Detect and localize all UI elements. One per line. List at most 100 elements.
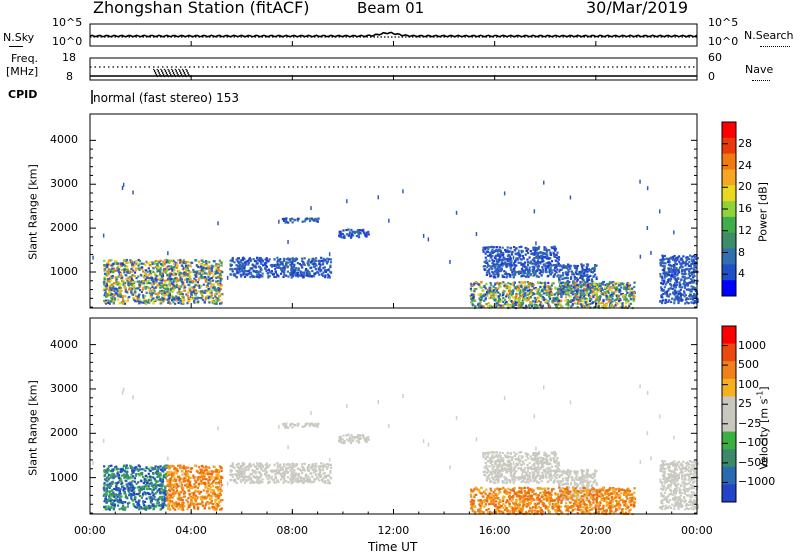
power-cell [326,257,329,260]
power-cell [562,293,565,296]
power-cell [526,268,529,271]
power-cell [161,273,164,276]
power-cell [579,291,582,294]
power-cell [184,268,187,271]
power-cell [505,276,508,279]
velocity-cell [163,495,166,498]
power-cell [220,261,223,264]
power-cell [292,268,295,271]
power-cell [595,291,598,294]
velocity-cell [217,501,220,504]
power-cell [680,262,683,265]
power-cell [560,289,563,292]
power-cell [584,288,587,291]
power-cell [502,294,505,297]
power-cell [144,286,147,289]
power-cell [129,275,132,278]
power-cell [314,268,317,271]
velocity-cell [194,476,197,479]
power-cell [494,294,498,297]
power-cell [353,232,356,235]
power-cell [283,271,286,274]
power-cell [113,298,116,301]
velocity-cell [189,501,192,504]
velocity-cell [126,474,129,477]
power-cell [352,234,355,237]
power-cell [495,259,498,262]
power-cell [135,294,138,297]
power-cell [235,258,238,261]
power-cell [690,272,693,275]
power-cell [249,260,252,263]
power-cell [667,259,671,262]
freq-scatter-marks [152,68,191,78]
power-cell [583,287,586,290]
power-cell [261,275,264,278]
power-cell [549,262,552,265]
power-cell [172,288,176,292]
power-cell [545,286,549,289]
power-cell [543,288,547,291]
power-cell [103,278,106,281]
power-cell [680,297,683,300]
power-cell [302,272,306,275]
velocity-cell [221,498,224,502]
velocity-cell [111,498,114,501]
power-cell [672,258,675,261]
velocity-cell [196,496,199,499]
velocity-cell [180,508,183,511]
velocity-cell [192,503,195,507]
power-cell [659,264,662,267]
power-cell [504,250,507,253]
power-cell [623,297,626,300]
power-cell [140,283,143,286]
power-cell [205,277,208,280]
power-cell [693,300,696,303]
power-cell [196,281,199,284]
power-cell [199,263,202,266]
power-cell [269,264,272,267]
power-cell [146,270,149,273]
power-cell [515,247,518,250]
power-cell [177,301,180,304]
power-cell [133,261,136,264]
power-cell [561,265,564,268]
power-cell [683,280,686,284]
power-cell [630,291,634,294]
velocity-cell [103,475,106,478]
power-cell [157,298,160,301]
power-cell [527,248,530,251]
power-cell [499,293,502,296]
power-cell [584,302,587,305]
power-cell [185,266,188,269]
power-cell [313,260,316,263]
power-cell [546,253,549,256]
power-cell [561,284,564,287]
nsky-trace [89,31,698,38]
velocity-cell [142,481,145,485]
power-cell [289,260,292,263]
velocity-cell [107,507,110,510]
power-cell [473,282,476,285]
power-cell [113,289,116,292]
velocity-cell [119,492,122,495]
power-cell [678,281,681,284]
velocity-cell [217,473,220,476]
power-cell [546,266,549,269]
power-cell [592,284,595,287]
power-cell [512,301,515,304]
power-cell [213,300,216,304]
power-cell [276,273,279,276]
power-cell [670,300,673,304]
power-cell [143,272,146,275]
power-cell [173,298,176,301]
power-cell [208,271,211,274]
velocity-cell [198,472,201,475]
power-cell [300,271,304,274]
velocity-cell [137,505,140,508]
power-cell [545,262,548,265]
power-cell [329,258,332,261]
power-cell [280,267,283,270]
power-cell [129,259,132,262]
